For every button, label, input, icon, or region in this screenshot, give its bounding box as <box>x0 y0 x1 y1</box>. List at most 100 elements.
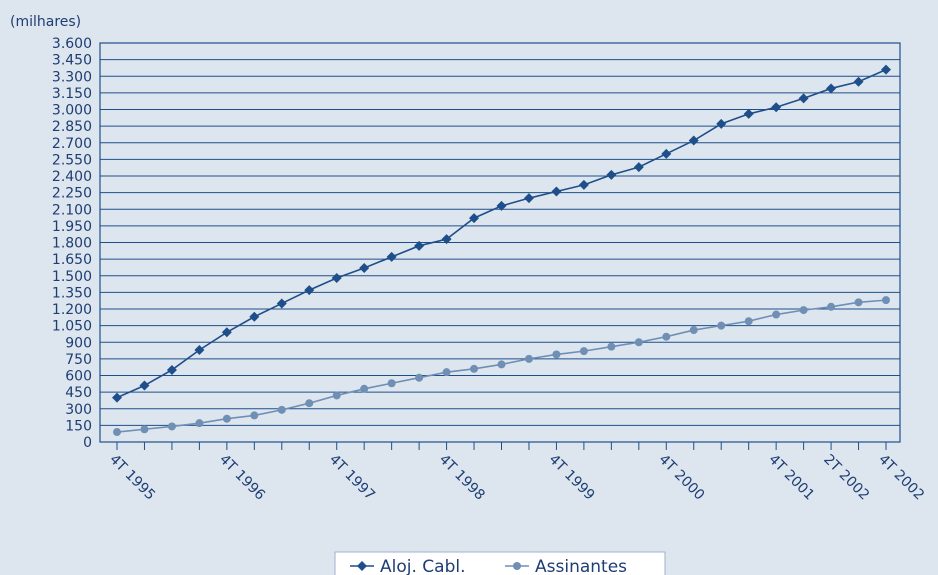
data-point <box>551 186 562 197</box>
y-tick-label: 2.550 <box>52 152 92 168</box>
data-point <box>166 364 177 375</box>
data-point <box>717 321 726 330</box>
series-layer <box>112 64 891 437</box>
data-point <box>331 272 342 283</box>
data-point <box>744 317 753 326</box>
data-point <box>798 93 809 104</box>
x-axis: 4T 1995 4T 1996 4T 1997 4T 1998 4T 1999 4T 20… <box>106 442 927 504</box>
y-tick-label: 3.150 <box>52 86 92 102</box>
legend-marker <box>513 562 521 570</box>
data-point <box>552 350 561 359</box>
data-point <box>469 213 480 224</box>
y-tick-label: 0 <box>83 435 92 451</box>
data-point <box>524 354 533 363</box>
data-point <box>386 251 397 262</box>
x-tick-label: 4T 1998 <box>436 452 488 504</box>
y-tick-label: 1.050 <box>52 319 92 335</box>
y-tick-label: 300 <box>65 402 92 418</box>
data-point <box>716 118 727 129</box>
data-point <box>662 332 671 341</box>
y-tick-label: 2.100 <box>52 202 92 218</box>
x-tick-label: 2T 2002 <box>820 452 872 504</box>
data-point <box>250 411 259 420</box>
data-point <box>771 102 782 113</box>
data-point <box>276 298 287 309</box>
y-tick-label: 3.600 <box>52 36 92 52</box>
data-point <box>195 419 204 428</box>
y-axis-tick-labels: 01503004506007509001.0501.2001.3501.5001… <box>52 36 92 451</box>
data-point <box>634 338 643 347</box>
legend-label: Aloj. Cabl. <box>380 557 466 575</box>
data-point <box>305 399 314 408</box>
y-tick-label: 1.500 <box>52 269 92 285</box>
data-point <box>854 298 863 307</box>
x-tick-label: 4T 1997 <box>326 452 378 504</box>
y-tick-label: 1.200 <box>52 302 92 318</box>
y-tick-label: 1.350 <box>52 285 92 301</box>
y-tick-label: 2.700 <box>52 136 92 152</box>
legend: Aloj. Cabl. Assinantes <box>334 551 666 575</box>
data-point <box>112 392 122 403</box>
data-point <box>167 422 176 431</box>
data-point <box>441 234 452 245</box>
y-tick-label: 3.300 <box>52 69 92 85</box>
data-point <box>360 384 369 393</box>
data-point <box>414 240 425 251</box>
data-point <box>661 148 672 159</box>
x-tick-label: 4T 2002 <box>875 452 927 504</box>
data-point <box>442 368 451 377</box>
data-point <box>881 64 891 75</box>
data-point <box>304 285 315 296</box>
data-point <box>826 83 837 94</box>
x-tick-label: 4T 1996 <box>216 452 268 504</box>
grid-lines <box>99 42 901 443</box>
data-point <box>249 311 260 322</box>
legend-label: Assinantes <box>535 557 627 575</box>
y-tick-label: 3.450 <box>52 53 92 69</box>
y-tick-label: 3.000 <box>52 103 92 119</box>
data-point <box>194 345 205 356</box>
x-tick-label: 4T 1999 <box>546 452 598 504</box>
y-tick-label: 150 <box>65 418 92 434</box>
y-tick-label: 900 <box>65 335 92 351</box>
y-tick-label: 600 <box>65 369 92 385</box>
y-tick-label: 450 <box>65 385 92 401</box>
data-point <box>359 262 370 273</box>
y-tick-label: 2.250 <box>52 186 92 202</box>
data-point <box>523 193 534 204</box>
y-tick-label: 750 <box>65 352 92 368</box>
y-tick-label: 2.400 <box>52 169 92 185</box>
data-point <box>606 169 617 180</box>
data-point <box>221 327 232 338</box>
y-tick-label: 1.950 <box>52 219 92 235</box>
data-point <box>222 414 231 423</box>
data-point <box>688 135 699 146</box>
x-tick-label: 4T 2001 <box>765 452 817 504</box>
data-point <box>578 179 589 190</box>
data-point <box>633 162 644 173</box>
y-tick-label: 1.800 <box>52 236 92 252</box>
data-point <box>277 405 286 414</box>
data-point <box>497 360 506 369</box>
data-point <box>415 373 424 382</box>
data-point <box>853 76 864 87</box>
legend-box <box>334 551 666 575</box>
data-point <box>387 379 396 388</box>
data-point <box>882 296 890 305</box>
x-tick-label: 4T 2000 <box>655 452 707 504</box>
data-point <box>496 200 507 211</box>
series-line <box>116 68 887 399</box>
data-point <box>772 310 781 319</box>
x-tick-label: 4T 1995 <box>106 452 158 504</box>
data-point <box>607 342 616 351</box>
data-point <box>743 108 754 119</box>
data-point <box>139 380 150 391</box>
data-point <box>579 347 588 356</box>
data-point <box>113 428 121 437</box>
data-point <box>140 425 149 434</box>
y-tick-label: 2.850 <box>52 119 92 135</box>
y-tick-label: 1.650 <box>52 252 92 268</box>
data-point <box>799 306 808 315</box>
legend-marker <box>357 561 367 571</box>
